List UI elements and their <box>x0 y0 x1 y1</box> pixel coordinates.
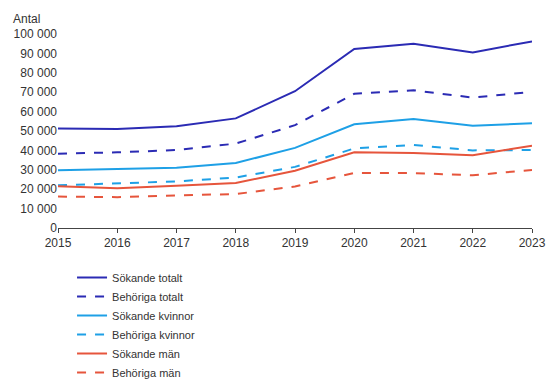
svg-text:2017: 2017 <box>163 236 190 250</box>
svg-text:70 000: 70 000 <box>20 85 57 99</box>
svg-text:80 000: 80 000 <box>20 66 57 80</box>
svg-text:Behöriga totalt: Behöriga totalt <box>112 291 183 303</box>
svg-text:Behöriga män: Behöriga män <box>112 367 181 379</box>
svg-text:Sökande totalt: Sökande totalt <box>112 272 182 284</box>
svg-text:60 000: 60 000 <box>20 105 57 119</box>
svg-text:20 000: 20 000 <box>20 182 57 196</box>
svg-text:2021: 2021 <box>400 236 427 250</box>
svg-text:100 000: 100 000 <box>14 27 58 41</box>
svg-text:50 000: 50 000 <box>20 124 57 138</box>
svg-text:90 000: 90 000 <box>20 47 57 61</box>
svg-text:0: 0 <box>50 221 57 235</box>
svg-text:40 000: 40 000 <box>20 144 57 158</box>
svg-text:Sökande kvinnor: Sökande kvinnor <box>112 310 194 322</box>
svg-text:10 000: 10 000 <box>20 202 57 216</box>
svg-text:2020: 2020 <box>341 236 368 250</box>
svg-text:Sökande män: Sökande män <box>112 348 180 360</box>
svg-text:2015: 2015 <box>45 236 72 250</box>
svg-text:Behöriga kvinnor: Behöriga kvinnor <box>112 329 195 341</box>
svg-text:2023: 2023 <box>519 236 546 250</box>
svg-text:2016: 2016 <box>104 236 131 250</box>
svg-text:2022: 2022 <box>459 236 486 250</box>
svg-text:2019: 2019 <box>282 236 309 250</box>
svg-text:Antal: Antal <box>13 12 40 26</box>
svg-text:30 000: 30 000 <box>20 163 57 177</box>
svg-text:2018: 2018 <box>222 236 249 250</box>
